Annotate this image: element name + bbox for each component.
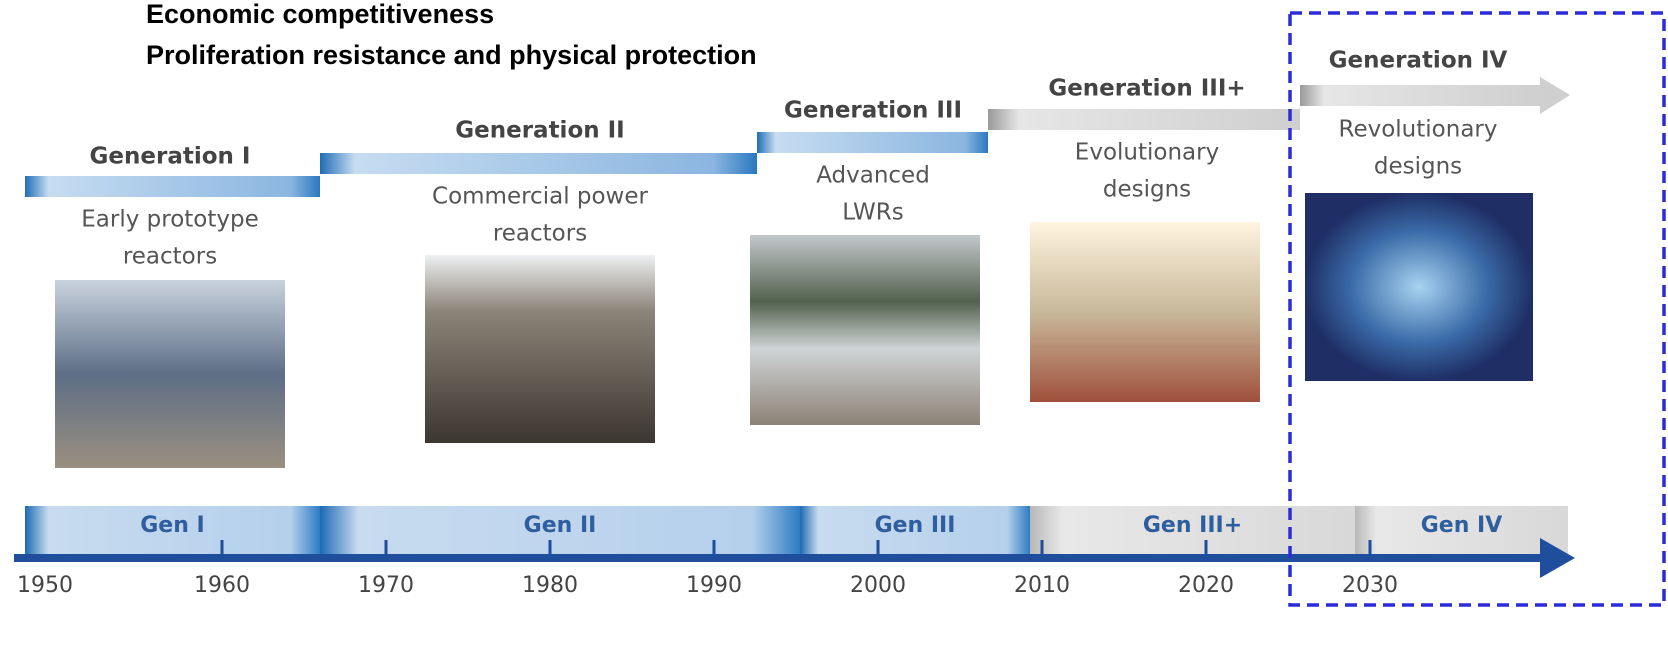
generation-description: Advanced bbox=[816, 163, 930, 189]
header-line: Economic competitiveness bbox=[146, 0, 494, 29]
year-label: 2030 bbox=[1342, 573, 1398, 598]
era-arrow bbox=[1540, 77, 1570, 114]
reactor-photo bbox=[750, 235, 980, 425]
generation-description: LWRs bbox=[842, 200, 903, 226]
era-label: Gen III bbox=[875, 513, 956, 538]
year-label: 2020 bbox=[1178, 573, 1234, 598]
generation-title: Generation IV bbox=[1329, 48, 1508, 74]
year-label: 2000 bbox=[850, 573, 906, 598]
year-label: 1960 bbox=[194, 573, 250, 598]
diagram: Economic competitiveness Proliferation re… bbox=[14, 0, 1575, 598]
era-bar bbox=[988, 109, 1300, 130]
year-label: 1980 bbox=[522, 573, 578, 598]
year-label: 1950 bbox=[17, 573, 73, 598]
era-bar bbox=[1300, 85, 1540, 106]
generation-title: Generation I bbox=[90, 144, 251, 170]
generation-description: reactors bbox=[493, 221, 587, 247]
time-axis bbox=[14, 554, 1544, 562]
era-bar bbox=[320, 153, 757, 174]
era-label: Gen II bbox=[524, 513, 597, 538]
reactor-photo bbox=[1030, 222, 1260, 402]
generation-title: Generation III+ bbox=[1048, 76, 1245, 102]
generation-description: Evolutionary bbox=[1075, 140, 1219, 166]
reactor-photo bbox=[1305, 193, 1533, 381]
year-label: 2010 bbox=[1014, 573, 1070, 598]
generation-title: Generation III bbox=[784, 98, 962, 124]
generation-description: Early prototype bbox=[81, 207, 259, 233]
reactor-photo bbox=[55, 280, 285, 468]
generation-description: Revolutionary bbox=[1339, 117, 1498, 143]
page: Economic competitiveness Proliferation re… bbox=[0, 0, 1668, 653]
year-label: 1970 bbox=[358, 573, 414, 598]
era-label: Gen III+ bbox=[1143, 513, 1242, 538]
era-label: Gen I bbox=[140, 513, 205, 538]
generation-description: designs bbox=[1103, 177, 1191, 203]
era-bar bbox=[757, 132, 988, 153]
reactor-photo bbox=[425, 255, 655, 443]
generation-title: Generation II bbox=[455, 118, 625, 144]
generation-description: Commercial power bbox=[432, 184, 649, 210]
generation-description: reactors bbox=[123, 244, 217, 270]
generation-description: designs bbox=[1374, 154, 1462, 180]
era-label: Gen IV bbox=[1421, 513, 1503, 538]
era-bar bbox=[25, 176, 320, 197]
year-label: 1990 bbox=[686, 573, 742, 598]
header-line: Proliferation resistance and physical pr… bbox=[146, 40, 757, 70]
